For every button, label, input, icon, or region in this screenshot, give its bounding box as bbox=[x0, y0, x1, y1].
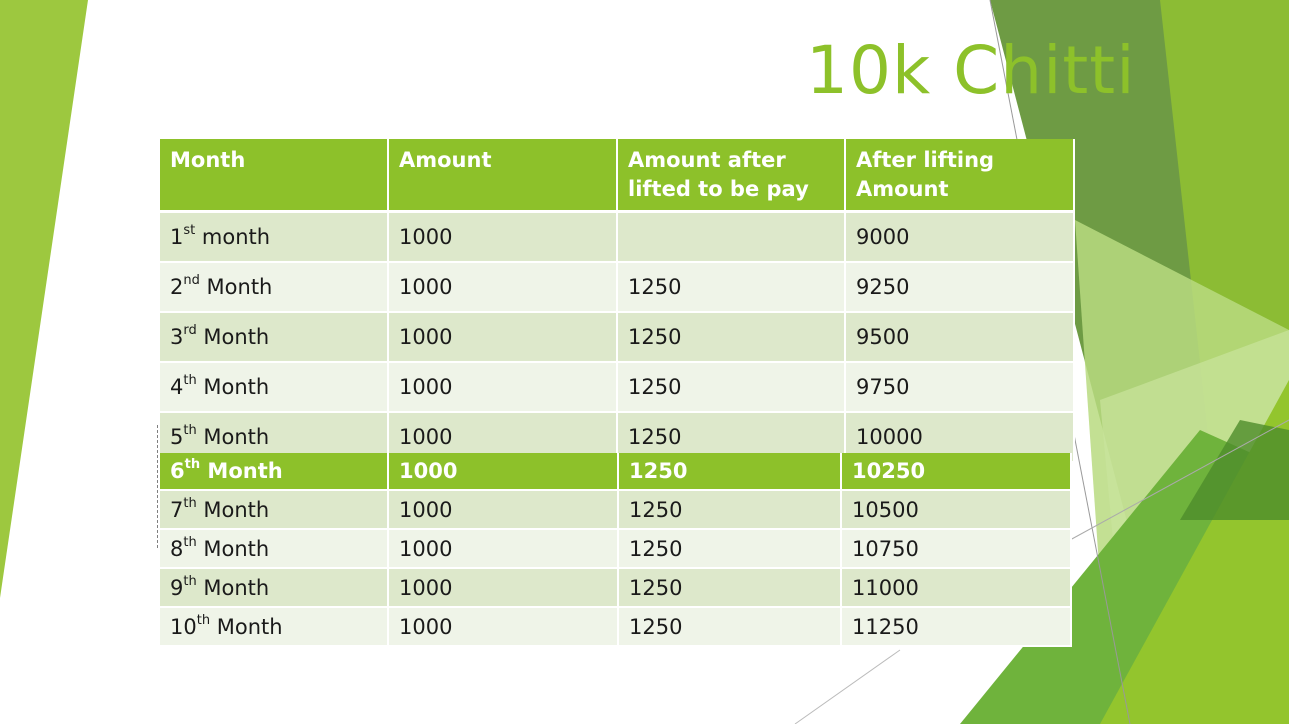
amount-cell: 1000 bbox=[388, 211, 618, 263]
after-lift-pay-cell: 1250 bbox=[617, 262, 846, 313]
month-word: Month bbox=[210, 614, 283, 639]
ordinal-suffix: st bbox=[183, 223, 196, 238]
chitti-table-top: Month Amount Amount after lifted to be p… bbox=[160, 139, 1075, 463]
after-lifting-amount-cell: 10750 bbox=[841, 529, 1072, 569]
after-lifting-amount-cell: 10500 bbox=[841, 490, 1072, 530]
month-cell: 6th Month bbox=[160, 453, 389, 491]
amount-cell: 1000 bbox=[388, 490, 619, 530]
after-lifting-amount-cell: 9500 bbox=[845, 312, 1075, 363]
highlighted-row: 6th Month 1000 1250 10250 bbox=[160, 453, 1072, 491]
month-number: 5 bbox=[170, 425, 184, 449]
month-word: Month bbox=[200, 459, 283, 483]
table-row: 9th Month 1000 1250 11000 bbox=[160, 568, 1072, 608]
after-lift-pay-cell: 1250 bbox=[617, 362, 846, 413]
slide-title: 10k Chitti bbox=[806, 32, 1136, 109]
header-after-lifting-amount: After lifting Amount bbox=[845, 139, 1075, 213]
month-cell: 4th Month bbox=[160, 362, 389, 413]
after-lift-pay-cell: 1250 bbox=[618, 607, 842, 647]
month-cell: 3rd Month bbox=[160, 312, 389, 363]
ordinal-suffix: nd bbox=[183, 273, 200, 288]
ordinal-suffix: th bbox=[183, 373, 197, 388]
month-word: Month bbox=[196, 536, 270, 561]
ordinal-suffix: th bbox=[183, 423, 197, 438]
month-word: month bbox=[195, 225, 271, 249]
month-word: Month bbox=[196, 575, 270, 600]
table-row: 3rd Month 1000 1250 9500 bbox=[160, 312, 1075, 363]
month-cell: 9th Month bbox=[160, 568, 389, 608]
amount-cell: 1000 bbox=[388, 568, 619, 608]
month-number: 3 bbox=[170, 325, 184, 349]
ordinal-suffix: th bbox=[184, 457, 201, 472]
month-number: 8 bbox=[170, 536, 184, 561]
month-cell: 7th Month bbox=[160, 490, 389, 530]
left-accent-shape bbox=[0, 0, 88, 598]
table-row: 10th Month 1000 1250 11250 bbox=[160, 607, 1072, 647]
after-lifting-amount-cell: 11000 bbox=[841, 568, 1072, 608]
header-amount: Amount bbox=[388, 139, 618, 213]
amount-cell: 1000 bbox=[388, 362, 618, 413]
ordinal-suffix: th bbox=[183, 495, 197, 511]
month-word: Month bbox=[196, 425, 270, 449]
after-lifting-amount-cell: 11250 bbox=[841, 607, 1072, 647]
month-number: 4 bbox=[170, 375, 184, 399]
table-header-row: Month Amount Amount after lifted to be p… bbox=[160, 139, 1075, 213]
table-row: 4th Month 1000 1250 9750 bbox=[160, 362, 1075, 413]
after-lift-pay-cell: 1250 bbox=[618, 453, 842, 491]
chitti-table-bottom: 6th Month 1000 1250 10250 7th Month 1000… bbox=[160, 453, 1072, 647]
amount-cell: 1000 bbox=[388, 262, 618, 313]
month-number: 10 bbox=[170, 614, 197, 639]
ordinal-suffix: th bbox=[196, 612, 211, 628]
header-month: Month bbox=[160, 139, 389, 213]
table-row: 2nd Month 1000 1250 9250 bbox=[160, 262, 1075, 313]
after-lifting-amount-cell: 10250 bbox=[841, 453, 1072, 491]
month-word: Month bbox=[196, 325, 270, 349]
after-lift-pay-cell: 1250 bbox=[617, 312, 846, 363]
table-row: 8th Month 1000 1250 10750 bbox=[160, 529, 1072, 569]
ordinal-suffix: th bbox=[183, 534, 197, 550]
thin-guide-line-3 bbox=[1069, 419, 1289, 541]
month-number: 7 bbox=[170, 497, 184, 522]
header-amount-after-lifted: Amount after lifted to be pay bbox=[617, 139, 846, 213]
ordinal-suffix: th bbox=[183, 573, 197, 589]
after-lift-pay-cell: 1250 bbox=[618, 568, 842, 608]
table-row: 1st month 1000 9000 bbox=[160, 211, 1075, 263]
month-word: Month bbox=[199, 275, 273, 299]
month-word: Month bbox=[196, 375, 270, 399]
after-lifting-amount-cell: 9750 bbox=[845, 362, 1075, 413]
month-cell: 2nd Month bbox=[160, 262, 389, 313]
month-word: Month bbox=[196, 497, 270, 522]
amount-cell: 1000 bbox=[388, 312, 618, 363]
month-number: 2 bbox=[170, 275, 184, 299]
month-cell: 8th Month bbox=[160, 529, 389, 569]
after-lift-pay-cell: 1250 bbox=[618, 529, 842, 569]
amount-cell: 1000 bbox=[388, 607, 619, 647]
month-number: 9 bbox=[170, 575, 184, 600]
after-lift-pay-cell: 1250 bbox=[618, 490, 842, 530]
amount-cell: 1000 bbox=[388, 529, 619, 569]
month-number: 6 bbox=[170, 459, 185, 483]
month-number: 1 bbox=[170, 225, 184, 249]
month-cell: 1st month bbox=[160, 211, 389, 263]
deep-green-facet bbox=[1180, 420, 1289, 520]
amount-cell: 1000 bbox=[388, 453, 619, 491]
after-lifting-amount-cell: 9000 bbox=[845, 211, 1075, 263]
month-cell: 10th Month bbox=[160, 607, 389, 647]
table-row: 7th Month 1000 1250 10500 bbox=[160, 490, 1072, 530]
after-lifting-amount-cell: 9250 bbox=[845, 262, 1075, 313]
ordinal-suffix: rd bbox=[183, 323, 197, 338]
after-lift-pay-cell bbox=[617, 211, 846, 263]
thin-guide-line-2 bbox=[794, 649, 901, 724]
selection-guide bbox=[157, 425, 158, 548]
